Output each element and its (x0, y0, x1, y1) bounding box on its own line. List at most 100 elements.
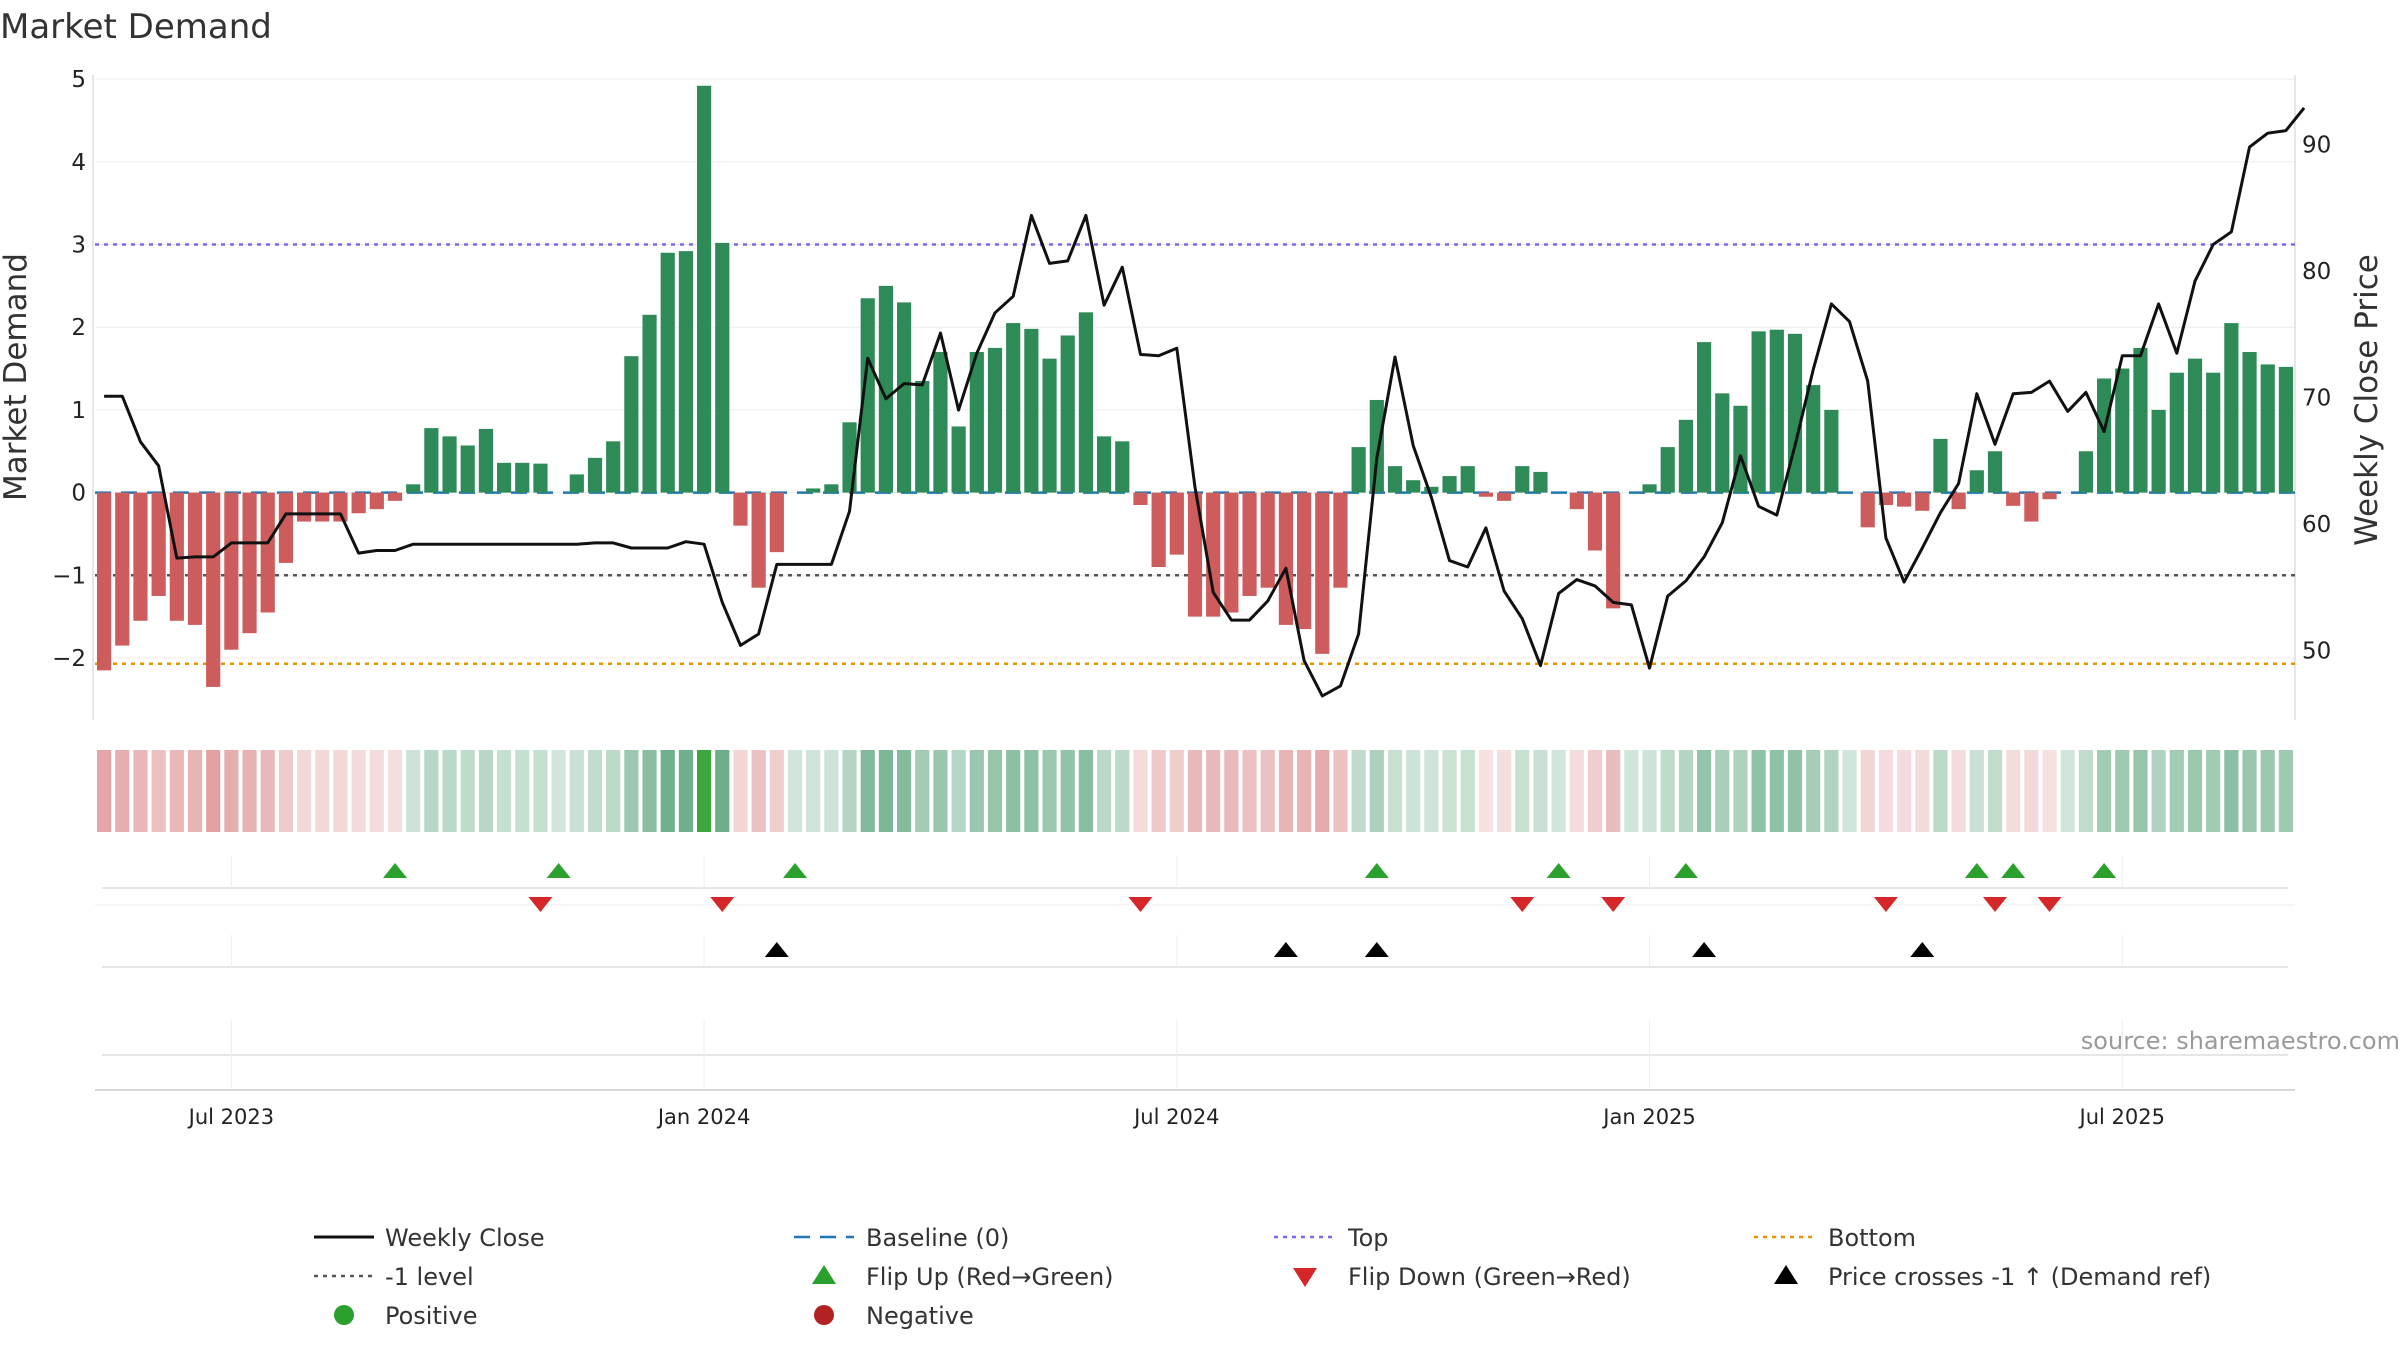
demand-bar (1515, 466, 1530, 493)
flip-down-marker (528, 897, 553, 912)
heat-cell (933, 750, 948, 832)
demand-bar (2224, 323, 2239, 493)
legend-price-cross: Price crosses -1 ↑ (Demand ref) (1828, 1263, 2211, 1291)
y-tick-label: 5 (71, 67, 86, 93)
heat-cell (1697, 750, 1712, 832)
heat-cell (2024, 750, 2039, 832)
y2-tick-label: 60 (2302, 512, 2331, 538)
heat-cell (151, 750, 166, 832)
legend-flip-down-icon (1293, 1268, 1317, 1287)
legend-negative-icon (814, 1305, 834, 1325)
heat-cell (1097, 750, 1112, 832)
heat-cell (1115, 750, 1130, 832)
heat-cell (1642, 750, 1657, 832)
legend-price-cross-icon (1774, 1265, 1798, 1284)
demand-bar (497, 462, 512, 493)
heat-cell (2133, 750, 2148, 832)
demand-bar (897, 302, 912, 493)
heat-cell (369, 750, 384, 832)
demand-bar (315, 492, 330, 522)
demand-bar (406, 484, 421, 493)
heat-cell (551, 750, 566, 832)
demand-bar (1569, 492, 1584, 510)
demand-bar (2006, 492, 2021, 506)
demand-bar (1060, 335, 1075, 493)
heat-cell (442, 750, 457, 832)
demand-bar (2097, 378, 2112, 493)
demand-bar (260, 492, 275, 613)
flip-down-marker (710, 897, 735, 912)
heat-cell (1315, 750, 1330, 832)
demand-bar (1497, 492, 1512, 501)
heat-cell (1278, 750, 1293, 832)
demand-bar (2260, 364, 2275, 493)
flip-down-marker (1983, 897, 2007, 912)
heat-cell (806, 750, 821, 832)
y2-tick-label: 50 (2302, 638, 2331, 664)
heat-cell (1297, 750, 1312, 832)
heat-cell (242, 750, 257, 832)
demand-bar (206, 492, 221, 687)
legend: Weekly Close Baseline (0) Top Bottom -1 … (314, 1224, 2211, 1330)
heat-cell (1424, 750, 1439, 832)
demand-bar (951, 426, 966, 493)
legend-flip-down: Flip Down (Green→Red) (1348, 1263, 1631, 1291)
heat-cell (2115, 750, 2130, 832)
demand-bar (933, 352, 948, 493)
demand-bar (369, 492, 384, 510)
heat-cell (1169, 750, 1184, 832)
heat-cell (1060, 750, 1075, 832)
heat-cell (115, 750, 130, 832)
heat-cell (297, 750, 312, 832)
demand-bar (1151, 492, 1166, 568)
demand-bar (806, 488, 821, 493)
demand-bar (1351, 447, 1366, 493)
legend-flip-up: Flip Up (Red→Green) (866, 1263, 1114, 1291)
price-cross-marker (764, 942, 789, 957)
heat-cell (624, 750, 639, 832)
demand-bar (678, 251, 693, 493)
heat-cell (1133, 750, 1148, 832)
flip-up-marker (546, 863, 571, 878)
x-axis-ticks: Jul 2023 Jan 2024 Jul 2024 Jan 2025 Jul 2025 (187, 1105, 2165, 1129)
heat-cell (1078, 750, 1093, 832)
weekly-close-line (104, 106, 2306, 698)
demand-bar (387, 492, 403, 501)
demand-bar (1115, 441, 1130, 493)
demand-bar (2042, 492, 2057, 500)
demand-bar (915, 380, 930, 493)
heat-cell (2187, 750, 2203, 832)
heat-cell (187, 750, 203, 832)
legend-positive: Positive (385, 1302, 478, 1330)
demand-bar (1478, 492, 1493, 497)
demand-bar (1587, 492, 1603, 551)
demand-bar (1078, 312, 1093, 493)
demand-bar (278, 492, 293, 563)
heat-cell (2078, 750, 2093, 832)
chart-title: Market Demand (0, 7, 272, 47)
demand-bar (1951, 492, 1966, 510)
heat-cell (897, 750, 912, 832)
y2-axis-ticks: 90 80 70 60 50 (2302, 133, 2331, 665)
demand-bar (1806, 385, 1821, 493)
heat-cell (351, 750, 366, 832)
y2-tick-label: 70 (2302, 386, 2331, 412)
heat-cell (678, 750, 693, 832)
heat-cell (1860, 750, 1875, 832)
heat-cell (406, 750, 421, 832)
legend-bottom: Bottom (1828, 1224, 1916, 1252)
heat-cell (424, 750, 439, 832)
heat-cell (769, 750, 784, 832)
legend-weekly-close: Weekly Close (385, 1224, 545, 1252)
heat-cell (787, 750, 803, 832)
demand-bar (515, 462, 530, 493)
heat-cell (1260, 750, 1275, 832)
heat-cell (2224, 750, 2239, 832)
demand-bar (1169, 492, 1184, 555)
heat-cell (1533, 750, 1548, 832)
demand-bar (1442, 476, 1457, 493)
demand-bar (569, 474, 584, 493)
heat-cell (715, 750, 730, 832)
price-line-group (104, 106, 2306, 698)
